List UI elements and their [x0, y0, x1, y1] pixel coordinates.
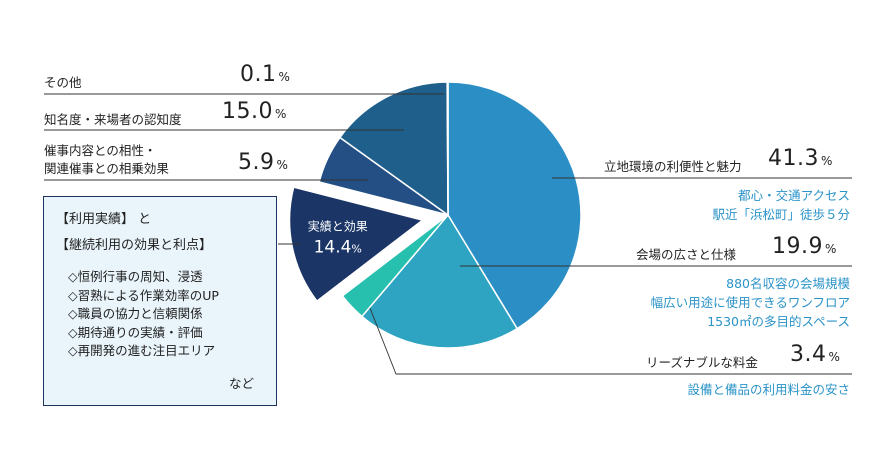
label-sonota: その他: [44, 75, 82, 90]
note-ritchi-line2: 駅近「浜松町」徒歩５分: [712, 207, 850, 222]
value-sonota: 0.1%: [240, 62, 290, 87]
label-saiji-line2: 関連催事との相乗効果: [44, 161, 169, 176]
value-kaijo-number: 19.9: [772, 234, 823, 259]
label-kaijo: 会場の広さと仕様: [636, 247, 737, 262]
value-chimeido: 15.0%: [222, 99, 286, 124]
label-chimeido: 知名度・来場者の認知度: [44, 112, 182, 127]
pie-slice-ritchi: [447, 81, 582, 330]
list-item: ◇期待通りの実績・評価: [68, 324, 203, 340]
pie-slice-ryokin: [341, 214, 449, 318]
note-ryokin: 設備と備品の利用料金の安さ: [687, 380, 850, 399]
usage-record-tail: など: [228, 376, 254, 391]
note-kaijo-line3: 1530㎡の多目的スペース: [707, 314, 850, 329]
value-ritchi-number: 41.3: [768, 146, 819, 171]
value-ritchi: 41.3%: [768, 146, 832, 171]
list-item: ◇職員の協力と信頼関係: [68, 306, 203, 322]
value-saiji-unit: %: [276, 158, 288, 172]
note-kaijo: 880名収容の会場規模 幅広い用途に使用できるワンフロア 1530㎡の多目的スペ…: [651, 274, 850, 331]
value-ryokin-number: 3.4: [790, 342, 827, 367]
list-item: ◇恒例行事の周知、浸透: [68, 269, 203, 284]
label-saiji-line1: 催事内容との相性・: [44, 143, 157, 158]
usage-record-title-line1: 【利用実績】 と: [56, 212, 152, 227]
value-kaijo-unit: %: [824, 242, 837, 256]
note-kaijo-line2: 幅広い用途に使用できるワンフロア: [650, 295, 850, 310]
pie-slice-jisseki: [288, 186, 425, 303]
value-saiji-number: 5.9: [238, 150, 275, 175]
value-sonota-number: 0.1: [240, 62, 277, 87]
value-kaijo: 19.9%: [772, 234, 836, 259]
pie-slice-kaijo: [360, 213, 519, 349]
pie-label-jisseki-value: 14.4%: [314, 238, 362, 258]
value-chimeido-number: 15.0: [222, 99, 273, 124]
label-ritchi: 立地環境の利便性と魅力: [604, 159, 742, 174]
usage-record-box: 【利用実績】 と 【継続利用の効果と利点】 ◇恒例行事の周知、浸透 ◇習熟による…: [43, 196, 277, 406]
label-saiji: 催事内容との相性・ 関連催事との相乗効果: [44, 142, 169, 178]
pie-slice-sonota: [446, 81, 449, 216]
value-chimeido-unit: %: [274, 107, 287, 121]
note-ryokin-line1: 設備と備品の利用料金の安さ: [687, 382, 850, 397]
usage-record-title-line2: 【継続利用の効果と利点】: [56, 238, 213, 253]
usage-record-list: ◇恒例行事の周知、浸透 ◇習熟による作業効率のUP ◇職員の協力と信頼関係 ◇期…: [68, 268, 219, 361]
usage-record-title: 【利用実績】 と 【継続利用の効果と利点】: [56, 207, 212, 259]
note-ritchi: 都心・交通アクセス 駅近「浜松町」徒歩５分: [712, 186, 850, 224]
note-kaijo-line1: 880名収容の会場規模: [726, 276, 850, 291]
leader-line-ryokin: [369, 307, 852, 375]
list-item: ◇再開発の進む注目エリア: [68, 343, 216, 359]
value-saiji: 5.9%: [238, 150, 288, 175]
list-item: ◇習熟による作業効率のUP: [68, 287, 219, 303]
value-ryokin: 3.4%: [790, 342, 840, 367]
value-ryokin-unit: %: [828, 350, 840, 364]
label-ryokin: リーズナブルな料金: [646, 355, 758, 370]
value-ritchi-unit: %: [820, 154, 833, 168]
pie-label-jisseki-title: 実績と効果: [308, 219, 368, 234]
note-ritchi-line1: 都心・交通アクセス: [738, 188, 850, 203]
value-sonota-unit: %: [278, 70, 290, 84]
